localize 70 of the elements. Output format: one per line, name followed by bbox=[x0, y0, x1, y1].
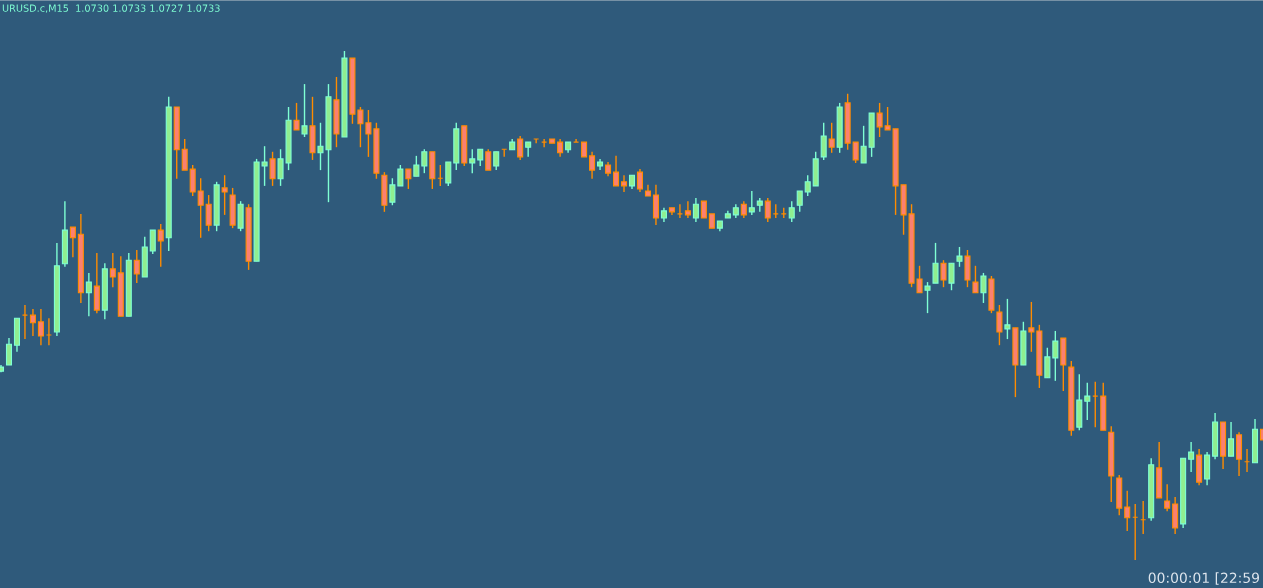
candlestick bbox=[940, 259, 947, 288]
candlestick bbox=[5, 337, 13, 366]
candlestick bbox=[109, 252, 116, 288]
candlestick bbox=[828, 122, 835, 154]
candlestick bbox=[692, 197, 699, 223]
candlestick bbox=[485, 148, 492, 171]
candlestick bbox=[1028, 301, 1035, 353]
candlestick bbox=[197, 177, 204, 239]
candlestick bbox=[748, 190, 755, 216]
candlestick bbox=[964, 249, 971, 288]
text: 00:00:01 [22:59 bbox=[1148, 572, 1260, 585]
candlestick bbox=[612, 155, 620, 187]
candlestick bbox=[149, 229, 156, 255]
candlestick bbox=[541, 138, 548, 148]
candlestick bbox=[189, 164, 196, 197]
candlestick bbox=[620, 174, 628, 193]
candlestick bbox=[1092, 381, 1099, 428]
candlestick bbox=[93, 252, 100, 314]
candlestick bbox=[573, 138, 580, 143]
candlestick bbox=[85, 272, 92, 317]
candlestick bbox=[157, 223, 164, 268]
candlestick bbox=[788, 200, 795, 223]
candlestick bbox=[996, 304, 1003, 346]
candlestick bbox=[636, 168, 644, 193]
candlestick bbox=[1052, 330, 1059, 382]
candlestick bbox=[421, 148, 428, 174]
chart-title: URUSD.c,M15 1.0730 1.0733 1.0727 1.0733 bbox=[2, 4, 220, 13]
candlestick bbox=[676, 203, 683, 219]
candlestick bbox=[69, 226, 76, 258]
candlestick bbox=[1228, 421, 1235, 457]
candlestick bbox=[29, 308, 36, 337]
candlestick bbox=[1044, 347, 1051, 379]
candlestick bbox=[301, 83, 308, 138]
candlestick bbox=[469, 148, 476, 174]
candlestick bbox=[1204, 451, 1211, 486]
candlestick bbox=[413, 155, 420, 177]
candlestick bbox=[684, 200, 691, 219]
candlestick bbox=[924, 281, 931, 314]
candlestick bbox=[133, 249, 140, 284]
candlestick bbox=[205, 194, 212, 232]
candlestick bbox=[1084, 382, 1091, 421]
candlestick bbox=[764, 197, 771, 223]
candlestick bbox=[972, 265, 979, 294]
candlestick bbox=[956, 246, 963, 268]
candlestick bbox=[652, 184, 659, 226]
candlestick bbox=[269, 151, 276, 187]
candlestick bbox=[1188, 441, 1195, 473]
candlestick bbox=[237, 200, 244, 232]
candlestick bbox=[1172, 496, 1179, 535]
candlestick bbox=[37, 308, 44, 346]
candlestick bbox=[948, 262, 955, 291]
candlestick bbox=[181, 138, 188, 171]
candlestick bbox=[221, 174, 228, 216]
candlestick bbox=[796, 190, 803, 213]
candlestick bbox=[293, 102, 300, 131]
candlestick bbox=[517, 135, 524, 161]
candlestick bbox=[533, 138, 540, 144]
candlestick bbox=[932, 242, 939, 284]
candlestick bbox=[980, 272, 987, 304]
candlestick bbox=[1124, 490, 1131, 532]
candlestick bbox=[445, 161, 452, 187]
candlestick bbox=[589, 151, 596, 180]
candlestick bbox=[405, 168, 412, 190]
candlestick bbox=[1004, 298, 1011, 340]
candlestick bbox=[852, 141, 859, 164]
candlestick bbox=[1164, 483, 1171, 512]
candlestick bbox=[45, 317, 52, 346]
candlestick bbox=[493, 151, 500, 171]
candlestick bbox=[804, 174, 811, 197]
candlestick bbox=[820, 122, 827, 161]
